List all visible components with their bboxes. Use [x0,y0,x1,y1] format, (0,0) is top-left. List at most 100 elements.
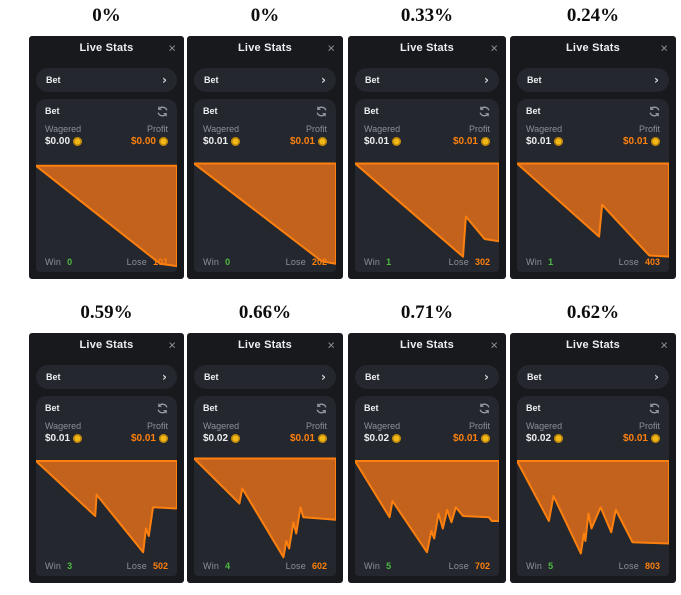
stats-row: Wagered $0.02 Profit $0.01 [194,420,336,451]
profit-value-group: $0.01 [131,433,168,444]
win-label: Win [364,257,381,267]
lose-label: Lose [618,257,639,267]
chevron-right-icon: › [484,73,489,87]
window-header: Live Stats × [29,36,184,60]
chevron-right-icon: › [654,370,659,384]
panel-column: 0.24% Live Stats × Bet › Bet [510,3,676,279]
profit-value-group: $0.01 [453,433,490,444]
close-icon[interactable]: × [168,337,176,353]
lose-label: Lose [285,257,306,267]
panel-title: 0.33% [400,5,454,26]
wagered-value: $0.01 [203,136,229,147]
win-lose-row: Win 1 Lose 403 [526,257,660,267]
win-value: 5 [386,561,392,571]
profit-label: Profit [146,421,168,431]
win-label: Win [45,561,62,571]
bet-nav-row[interactable]: Bet › [36,68,177,92]
bet-tab-label: Bet [203,106,218,116]
win-group: Win 0 [45,257,72,267]
window-title: Live Stats [400,339,454,351]
stats-card-header: Bet [36,99,177,123]
close-icon[interactable]: × [327,337,335,353]
window-header: Live Stats × [187,36,343,60]
coin-icon [554,137,564,146]
win-group: Win 3 [45,561,72,571]
coin-icon [651,137,660,146]
profit-label: Profit [468,421,490,431]
stats-row: Wagered $0.01 Profit $0.01 [194,123,336,154]
bet-nav-row[interactable]: Bet › [355,68,499,92]
bet-nav-row[interactable]: Bet › [194,365,336,389]
profit-value: $0.01 [622,433,648,444]
close-icon[interactable]: × [168,40,176,56]
chevron-right-icon: › [162,73,167,87]
stats-card-header: Bet [194,99,336,123]
close-icon[interactable]: × [490,337,498,353]
close-icon[interactable]: × [660,40,668,56]
stats-row: Wagered $0.02 Profit $0.01 [517,420,669,451]
close-icon[interactable]: × [490,40,498,56]
close-icon[interactable]: × [327,40,335,56]
panel-title: 0.66% [238,302,292,323]
live-stats-window: Live Stats × Bet › Bet [29,333,184,583]
win-value: 0 [67,257,73,267]
lose-label: Lose [618,561,639,571]
chevron-right-icon: › [321,73,326,87]
wagered-stat: Wagered $0.01 [203,124,241,147]
wagered-value: $0.01 [364,136,390,147]
top-row: 0% Live Stats × Bet › Bet [0,3,681,279]
bet-nav-row[interactable]: Bet › [517,68,669,92]
refresh-icon[interactable] [157,403,168,414]
profit-area [355,163,499,256]
stats-card: Bet Wagered $0.02 [194,396,336,576]
profit-label: Profit [146,124,168,134]
lose-value: 202 [311,257,327,267]
live-stats-window: Live Stats × Bet › Bet [348,333,506,583]
refresh-icon[interactable] [649,106,660,117]
profit-area [517,461,669,554]
coin-icon [73,137,83,146]
stats-card: Bet Wagered $0.01 [355,99,499,272]
stats-card-header: Bet [517,99,669,123]
profit-chart: Win 3 Lose 502 [36,451,177,576]
profit-stat: Profit $0.01 [453,421,490,444]
refresh-icon[interactable] [479,403,490,414]
panel-column: 0.62% Live Stats × Bet › Bet [510,300,676,583]
bet-nav-row[interactable]: Bet › [517,365,669,389]
win-value: 1 [548,257,554,267]
lose-label: Lose [126,561,147,571]
window-title: Live Stats [238,42,292,54]
coin-icon [481,434,490,443]
profit-value: $0.01 [452,433,478,444]
refresh-icon[interactable] [649,403,660,414]
profit-stat: Profit $0.00 [131,124,168,147]
bet-nav-row[interactable]: Bet › [194,68,336,92]
stats-row: Wagered $0.00 Profit $0.00 [36,123,177,154]
wagered-value-group: $0.01 [203,136,241,147]
lose-group: Lose 702 [449,561,490,571]
panel-column: 0% Live Stats × Bet › Bet [187,3,343,279]
refresh-icon[interactable] [479,106,490,117]
win-lose-row: Win 0 Lose 101 [45,257,168,267]
window-header: Live Stats × [348,36,506,60]
bet-nav-row[interactable]: Bet › [36,365,177,389]
bet-tab-label: Bet [526,403,541,413]
bet-nav-label: Bet [365,372,380,382]
win-value: 3 [67,561,73,571]
profit-area [517,163,669,256]
profit-chart: Win 4 Lose 602 [194,451,336,576]
panel-title: 0.59% [80,302,133,323]
profit-value-group: $0.01 [290,136,327,147]
profit-value: $0.00 [130,136,156,147]
win-lose-row: Win 4 Lose 602 [203,561,327,571]
close-icon[interactable]: × [660,337,668,353]
refresh-icon[interactable] [316,106,327,117]
panel-title: 0% [250,5,280,26]
refresh-icon[interactable] [316,403,327,414]
win-group: Win 5 [364,561,391,571]
refresh-icon[interactable] [157,106,168,117]
bet-nav-row[interactable]: Bet › [355,365,499,389]
stats-card: Bet Wagered $0.01 [194,99,336,272]
panel-column: 0.33% Live Stats × Bet › Bet [348,3,506,279]
